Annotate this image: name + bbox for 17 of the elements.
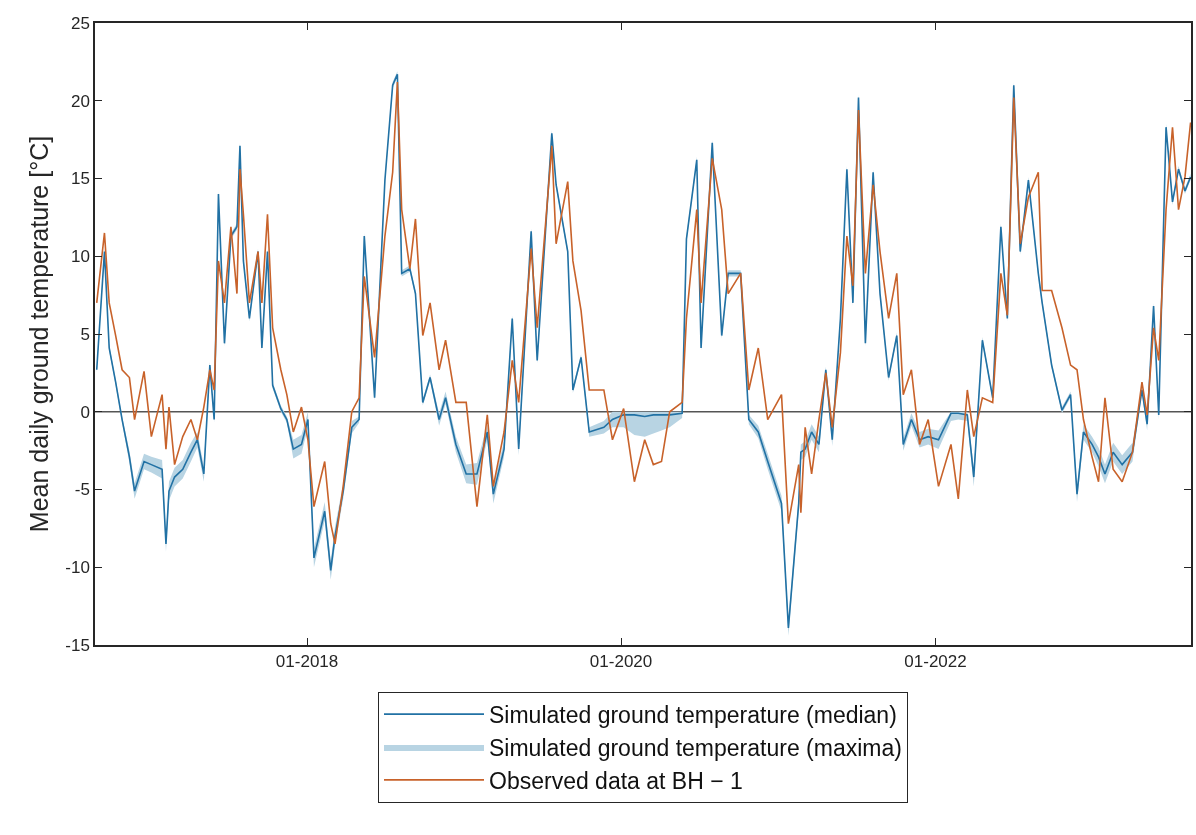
legend-label: Simulated ground temperature (median) [489, 702, 897, 729]
y-tick-label: 25 [70, 13, 90, 33]
x-tick-label: 01-2020 [589, 652, 653, 672]
y-tick-label: 0 [80, 402, 90, 422]
y-tick-label: 15 [70, 169, 90, 189]
y-tick-label: 5 [80, 324, 90, 344]
legend-label: Simulated ground temperature (maxima) [489, 734, 902, 761]
y-tick-label: -15 [65, 635, 90, 655]
y-tick-label: 20 [70, 91, 90, 111]
y-axis-title: Mean daily ground temperature [°C] [24, 135, 53, 533]
legend-label: Observed data at BH − 1 [489, 767, 743, 794]
x-tick-label: 01-2018 [275, 652, 339, 672]
x-tick-label: 01-2022 [904, 652, 967, 672]
y-tick-label: 10 [70, 247, 90, 267]
y-tick-label: -5 [74, 480, 90, 500]
line-series [95, 81, 1191, 545]
y-tick-label: -10 [65, 558, 90, 578]
